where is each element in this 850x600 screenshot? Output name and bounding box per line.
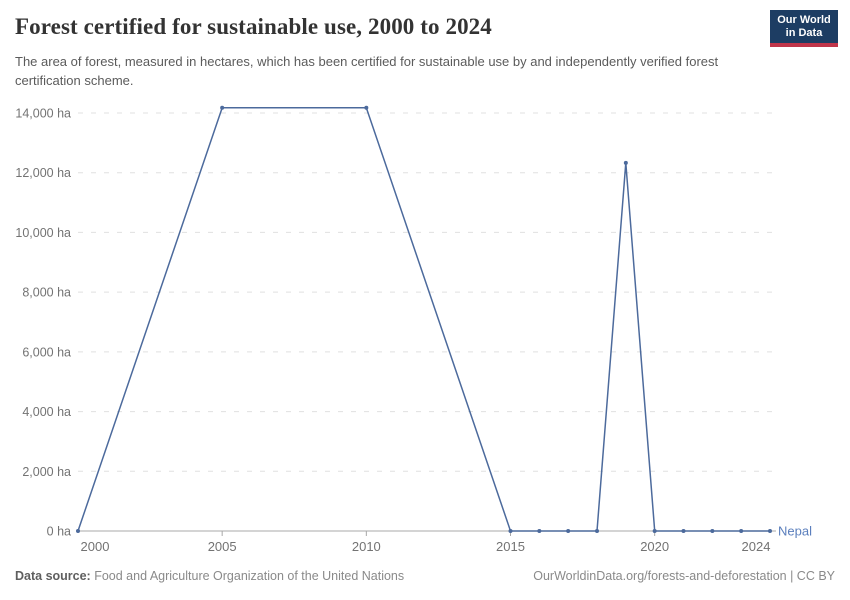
data-point — [508, 529, 513, 533]
data-point — [537, 529, 542, 533]
y-axis-tick-label: 0 ha — [47, 525, 71, 539]
entity-label: Nepal — [778, 524, 812, 539]
data-point — [652, 529, 657, 533]
page-title: Forest certified for sustainable use, 20… — [15, 14, 492, 39]
chart-subtitle: The area of forest, measured in hectares… — [15, 54, 719, 88]
x-axis-tick-label: 2024 — [742, 539, 771, 554]
data-source-label: Data source: — [15, 569, 91, 583]
data-point — [710, 529, 715, 533]
y-axis-tick-label: 12,000 ha — [15, 166, 71, 180]
data-point — [364, 105, 369, 110]
data-source-value: Food and Agriculture Organization of the… — [94, 569, 405, 583]
logo-line-1: Our World — [777, 13, 831, 26]
data-point — [76, 529, 80, 533]
logo-line-2: in Data — [785, 26, 823, 39]
y-axis-tick-label: 6,000 ha — [22, 345, 71, 359]
data-point — [595, 529, 599, 533]
y-axis-tick-label: 2,000 ha — [22, 465, 71, 479]
data-point — [566, 529, 571, 533]
y-axis-tick-label: 4,000 ha — [22, 405, 71, 419]
x-axis-tick-label: 2020 — [640, 539, 669, 554]
x-axis-tick-label: 2005 — [208, 539, 237, 554]
line-chart: 0 ha 2,000 ha 4,000 ha 6,000 ha 8,000 ha 10,0… — [15, 105, 812, 554]
x-axis-tick-label: 2010 — [352, 539, 381, 554]
data-source: Data source: Food and Agriculture Organi… — [15, 569, 404, 583]
data-point — [768, 529, 772, 533]
chart-footer: Data source: Food and Agriculture Organi… — [15, 569, 835, 583]
data-point — [681, 529, 686, 533]
y-axis-tick-label: 10,000 ha — [15, 226, 71, 240]
y-axis-tick-label: 8,000 ha — [22, 286, 71, 300]
x-axis-tick-label: 2000 — [81, 539, 110, 554]
data-line — [77, 106, 770, 532]
x-axis-tick-label: 2015 — [496, 539, 525, 554]
owid-logo[interactable]: Our World in Data — [770, 10, 838, 47]
footer-citation-link[interactable]: OurWorldinData.org/forests-and-deforesta… — [533, 569, 835, 583]
data-point — [220, 105, 225, 110]
data-point — [623, 160, 628, 165]
data-point — [739, 529, 744, 533]
y-axis-tick-label: 14,000 ha — [15, 107, 71, 121]
